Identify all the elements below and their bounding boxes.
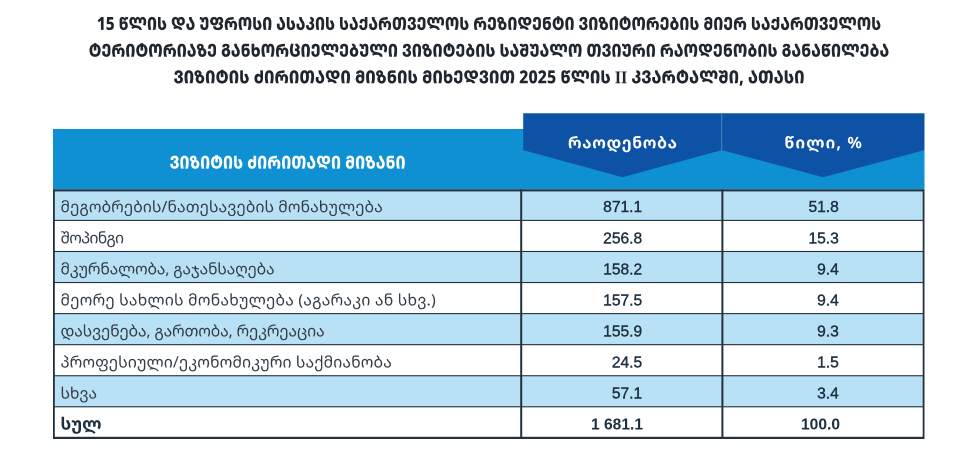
svg-text:256.8: 256.8 — [603, 230, 642, 247]
svg-text:9.4: 9.4 — [817, 261, 839, 278]
svg-text:9.3: 9.3 — [817, 323, 839, 340]
svg-text:158.2: 158.2 — [603, 261, 642, 278]
svg-text:1.5: 1.5 — [817, 355, 839, 372]
svg-text:1 681.1: 1 681.1 — [591, 417, 643, 434]
svg-text:9.4: 9.4 — [817, 292, 839, 309]
svg-text:51.8: 51.8 — [808, 199, 838, 216]
svg-text:3.4: 3.4 — [817, 386, 839, 403]
svg-text:157.5: 157.5 — [603, 292, 642, 309]
svg-text:24.5: 24.5 — [612, 355, 643, 372]
svg-text:100.0: 100.0 — [801, 417, 840, 434]
svg-text:57.1: 57.1 — [612, 386, 642, 403]
svg-text:871.1: 871.1 — [603, 199, 642, 216]
svg-text:155.9: 155.9 — [603, 323, 642, 340]
svg-text:15.3: 15.3 — [808, 230, 838, 247]
